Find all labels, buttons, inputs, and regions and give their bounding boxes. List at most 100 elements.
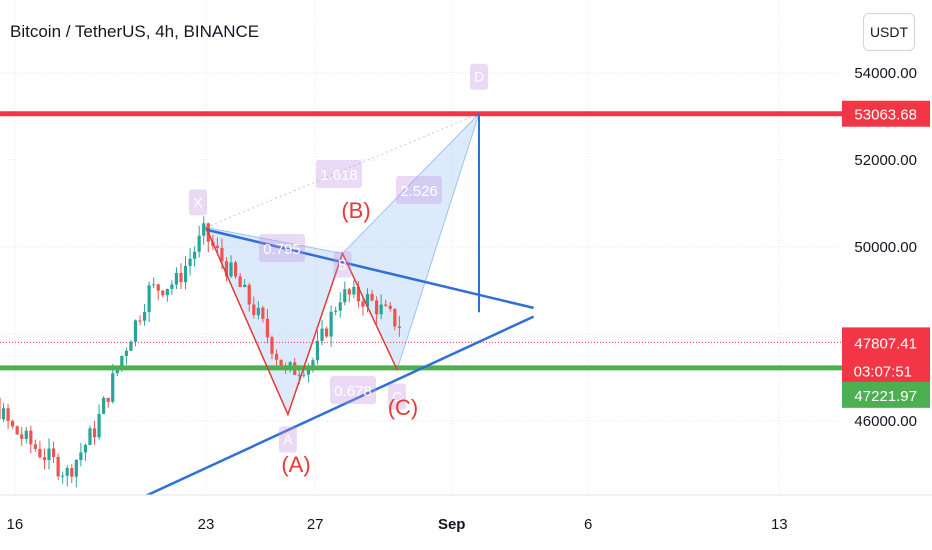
pattern-point-label: B (338, 257, 347, 273)
candle-body[interactable] (247, 284, 251, 305)
candle-body[interactable] (302, 374, 306, 376)
candle-body[interactable] (315, 340, 320, 361)
y-tick-label: 46000.00 (854, 413, 917, 430)
candle-body[interactable] (83, 444, 88, 453)
candle-body[interactable] (33, 444, 37, 449)
candle-body[interactable] (370, 293, 374, 301)
candle-body[interactable] (65, 468, 69, 476)
candle-body[interactable] (170, 284, 174, 289)
candle-body[interactable] (243, 284, 247, 287)
candle-body[interactable] (220, 248, 224, 262)
candle-body[interactable] (397, 326, 401, 328)
candle-body[interactable] (61, 475, 65, 477)
candle-body[interactable] (347, 289, 351, 295)
candle-body[interactable] (24, 430, 28, 439)
candle-body[interactable] (288, 362, 292, 368)
candle-body[interactable] (320, 328, 324, 341)
candle-body[interactable] (102, 397, 106, 414)
candle-body[interactable] (20, 434, 24, 439)
candle-body[interactable] (365, 293, 370, 307)
countdown-label: 03:07:51 (854, 363, 912, 380)
candle-body[interactable] (0, 397, 1, 420)
candle-body[interactable] (334, 310, 338, 312)
currency-button[interactable]: USDT (863, 13, 915, 51)
candle-body[interactable] (97, 413, 101, 438)
candle-body[interactable] (224, 261, 229, 277)
candle-body[interactable] (38, 448, 42, 458)
candle-body[interactable] (297, 374, 301, 376)
candle-body[interactable] (70, 468, 74, 477)
candle-body[interactable] (256, 307, 260, 316)
candle-body[interactable] (202, 223, 206, 236)
candle-body[interactable] (388, 305, 392, 309)
candle-body[interactable] (6, 408, 10, 421)
candle-body[interactable] (329, 311, 333, 337)
candle-body[interactable] (161, 290, 165, 296)
candle-body[interactable] (252, 304, 256, 316)
abc-zigzag[interactable] (205, 227, 398, 417)
pattern-point-label: D (474, 69, 484, 85)
candle-body[interactable] (238, 276, 242, 287)
candle-body[interactable] (115, 368, 119, 374)
candle-body[interactable] (375, 300, 379, 315)
candle-body[interactable] (174, 272, 179, 285)
price-axis[interactable] (842, 0, 932, 495)
resistance-price-tag (842, 100, 930, 127)
candle-body[interactable] (106, 397, 110, 402)
candle-body[interactable] (274, 353, 279, 360)
candle-body[interactable] (229, 262, 233, 277)
candle-body[interactable] (183, 265, 188, 283)
candle-body[interactable] (384, 304, 388, 306)
candle-body[interactable] (138, 320, 142, 322)
candle-body[interactable] (74, 459, 78, 477)
candle-body[interactable] (188, 258, 192, 266)
candle-body[interactable] (193, 251, 197, 259)
candle-body[interactable] (79, 452, 83, 460)
candle-body[interactable] (133, 320, 138, 342)
candle-body[interactable] (120, 356, 124, 369)
trendline-lower[interactable] (123, 315, 535, 507)
candle-body[interactable] (343, 289, 347, 303)
candle-body[interactable] (147, 285, 151, 313)
candle-body[interactable] (279, 359, 283, 368)
candle-body[interactable] (47, 448, 51, 461)
candle-body[interactable] (142, 312, 147, 321)
candle-body[interactable] (92, 428, 97, 438)
candle-body[interactable] (56, 456, 60, 477)
candle-body[interactable] (15, 426, 19, 435)
candle-body[interactable] (379, 304, 383, 315)
candle-body[interactable] (111, 373, 115, 402)
x-tick-label: 6 (584, 516, 592, 533)
candle-body[interactable] (270, 337, 274, 354)
candle-body[interactable] (11, 420, 15, 427)
candle-body[interactable] (215, 245, 219, 249)
candle-body[interactable] (1, 408, 6, 420)
candle-body[interactable] (156, 284, 160, 291)
candle-body[interactable] (356, 286, 361, 302)
candle-body[interactable] (165, 288, 169, 296)
candle-body[interactable] (338, 302, 342, 311)
candle-body[interactable] (265, 318, 270, 338)
abc-label: (C) (388, 395, 419, 420)
candle-body[interactable] (361, 301, 365, 307)
candle-body[interactable] (124, 350, 128, 357)
candle-body[interactable] (129, 341, 133, 351)
candle-body[interactable] (88, 428, 92, 445)
candle-body[interactable] (152, 284, 156, 286)
candle-body[interactable] (233, 262, 238, 277)
candle-body[interactable] (29, 430, 33, 445)
candle-body[interactable] (324, 328, 329, 337)
candle-body[interactable] (179, 272, 183, 283)
candle-body[interactable] (197, 235, 201, 252)
candle-body[interactable] (352, 286, 356, 295)
pattern-point-label: C (392, 389, 402, 405)
support-price-tag (842, 381, 930, 408)
candle-body[interactable] (51, 448, 56, 457)
ratio-badge (259, 234, 305, 262)
time-axis[interactable] (0, 495, 932, 550)
candle-body[interactable] (393, 308, 397, 327)
candle-body[interactable] (311, 360, 315, 366)
candle-body[interactable] (261, 307, 265, 319)
candle-body[interactable] (42, 457, 47, 461)
